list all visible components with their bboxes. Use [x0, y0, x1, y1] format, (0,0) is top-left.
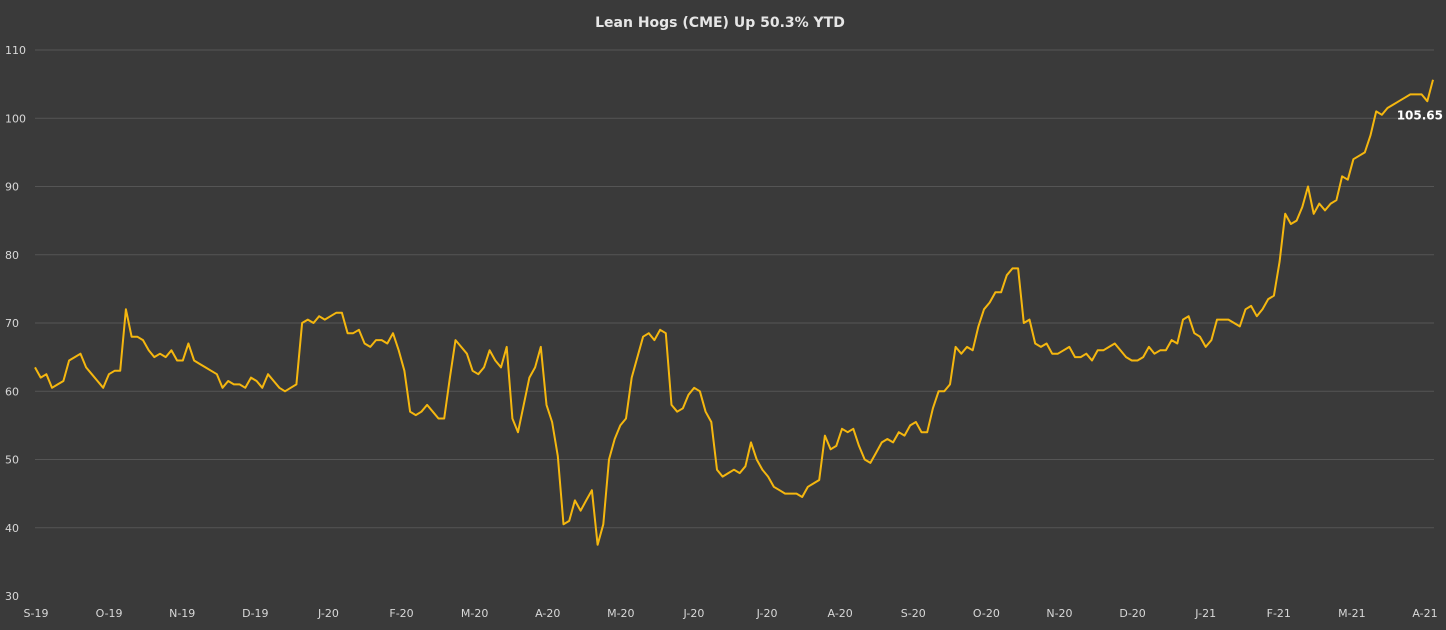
y-tick-label: 30 — [5, 590, 19, 603]
y-tick-label: 60 — [5, 385, 19, 398]
x-tick-label: O-19 — [96, 607, 123, 620]
x-tick-label: S-19 — [24, 607, 49, 620]
y-tick-label: 70 — [5, 317, 19, 330]
y-axis-ticks: 30 40 50 60 70 80 90 100 110 — [5, 44, 26, 603]
x-tick-label: A-20 — [828, 607, 853, 620]
y-tick-label: 110 — [5, 44, 26, 57]
x-tick-label: D-19 — [242, 607, 268, 620]
y-tick-label: 80 — [5, 249, 19, 262]
x-tick-label: N-20 — [1046, 607, 1072, 620]
x-axis-ticks: S-19 O-19 N-19 D-19 J-20 F-20 M-20 A-20 M-20 J-20… — [24, 607, 1438, 620]
last-value-label: 105.65 — [1397, 109, 1443, 123]
x-tick-label: A-21 — [1412, 607, 1437, 620]
y-tick-label: 100 — [5, 112, 26, 125]
x-tick-label: M-20 — [607, 607, 634, 620]
x-tick-label: J-20 — [756, 607, 778, 620]
gridlines — [35, 49, 1434, 529]
x-tick-label: N-19 — [169, 607, 195, 620]
x-tick-label: M-21 — [1338, 607, 1365, 620]
y-tick-label: 50 — [5, 454, 19, 467]
x-tick-label: O-20 — [973, 607, 1000, 620]
x-tick-label: A-20 — [535, 607, 560, 620]
x-tick-label: S-20 — [901, 607, 926, 620]
y-tick-label: 40 — [5, 522, 19, 535]
series-line — [34, 79, 1434, 546]
chart-title: Lean Hogs (CME) Up 50.3% YTD — [595, 15, 845, 31]
series-layer — [34, 79, 1434, 546]
x-tick-label: F-21 — [1267, 607, 1291, 620]
x-tick-label: J-21 — [1194, 607, 1216, 620]
y-tick-label: 90 — [5, 181, 19, 194]
x-tick-label: F-20 — [389, 607, 413, 620]
x-tick-label: M-20 — [461, 607, 488, 620]
x-tick-label: D-20 — [1119, 607, 1145, 620]
x-tick-label: J-20 — [317, 607, 339, 620]
x-tick-label: J-20 — [683, 607, 705, 620]
